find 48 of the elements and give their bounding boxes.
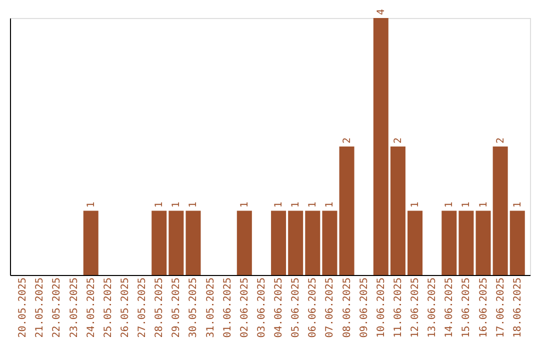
data-label: 1	[410, 202, 422, 208]
data-label: 2	[342, 137, 353, 144]
x-tick-label: 18.06.2025	[512, 278, 524, 338]
data-label: 1	[324, 202, 336, 208]
data-label: 1	[154, 202, 166, 208]
x-tick-label: 06.06.2025	[308, 278, 319, 338]
x-tick-label: 09.06.2025	[358, 278, 370, 338]
x-tick-label: 03.06.2025	[256, 278, 268, 338]
x-tick-label: 04.06.2025	[274, 278, 285, 338]
x-tick-label: 17.06.2025	[495, 278, 506, 338]
data-label: 1	[188, 202, 200, 208]
x-tick-label: 23.05.2025	[68, 278, 80, 338]
x-tick-label: 20.05.2025	[18, 278, 29, 338]
data-label: 2	[495, 137, 506, 144]
x-tick-label: 24.05.2025	[86, 278, 97, 338]
data-label: 1	[274, 202, 285, 208]
data-label: 2	[392, 137, 404, 144]
data-label: 1	[444, 202, 456, 208]
x-tick-label: 14.06.2025	[444, 278, 456, 338]
data-label: 4	[376, 8, 387, 15]
data-label: 1	[290, 202, 302, 208]
x-tick-label: 01.06.2025	[222, 278, 234, 338]
x-tick-label: 08.06.2025	[342, 278, 353, 338]
data-label: 1	[512, 202, 524, 208]
x-tick-label: 02.06.2025	[239, 278, 250, 338]
x-tick-label: 10.06.2025	[376, 278, 387, 338]
x-tick-label: 29.05.2025	[171, 278, 182, 338]
x-tick-label: 05.06.2025	[290, 278, 302, 338]
x-tick-label: 16.06.2025	[478, 278, 490, 338]
data-label: 1	[478, 202, 490, 208]
x-tick-label: 15.06.2025	[461, 278, 472, 338]
data-label: 1	[239, 202, 250, 208]
x-tick-label: 13.06.2025	[427, 278, 438, 338]
x-tick-label: 31.05.2025	[205, 278, 216, 338]
x-tick-label: 28.05.2025	[154, 278, 166, 338]
data-label: 1	[86, 202, 97, 208]
x-tick-label: 30.05.2025	[188, 278, 200, 338]
data-label: 1	[308, 202, 319, 208]
x-tick-label: 21.05.2025	[34, 278, 46, 338]
x-tick-label: 12.06.2025	[410, 278, 422, 338]
x-tick-label: 07.06.2025	[324, 278, 336, 338]
data-label: 1	[461, 202, 472, 208]
x-tick-label: 25.05.2025	[102, 278, 114, 338]
data-label: 1	[171, 202, 182, 208]
x-tick-label: 27.05.2025	[137, 278, 148, 338]
x-tick-label: 26.05.2025	[120, 278, 131, 338]
x-tick-label: 11.06.2025	[392, 278, 404, 338]
x-tick-label: 22.05.2025	[52, 278, 63, 338]
